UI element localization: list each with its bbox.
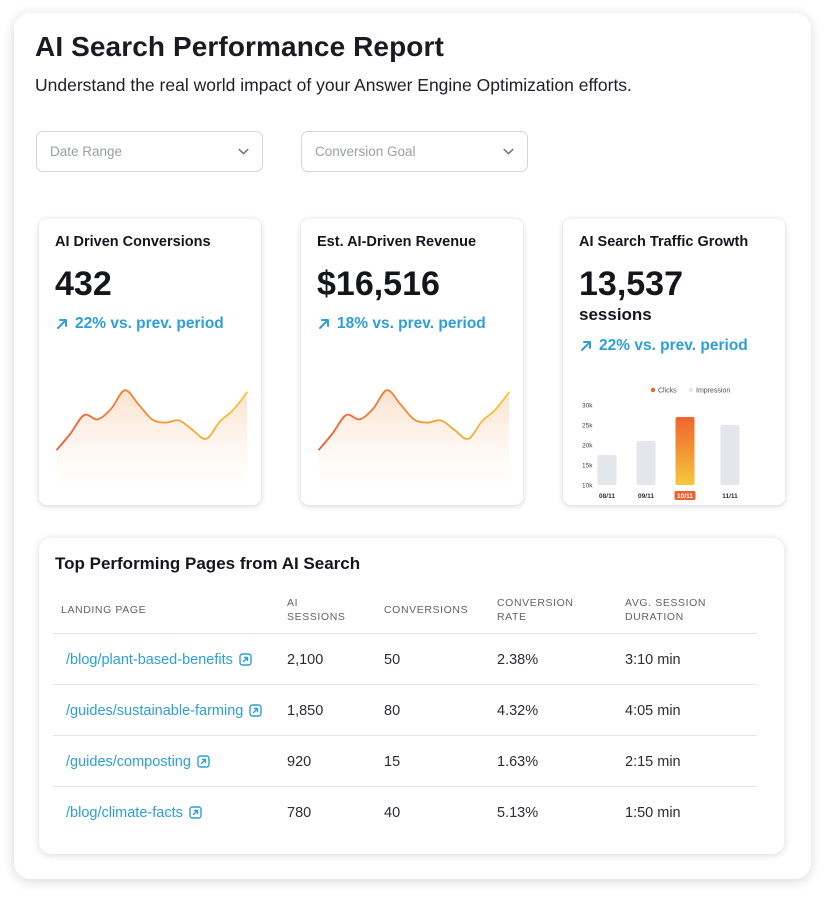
card-unit: sessions [579,305,652,324]
x-tick-label: 09/11 [638,493,654,500]
revenue-sparkline [318,389,510,489]
date-range-select[interactable]: Date Range [36,131,263,172]
column-header: AVG. SESSION DURATION [625,597,707,623]
cell-duration: 3:10 min [625,651,681,668]
x-tick-highlight [674,491,696,500]
cell-duration: 2:15 min [625,753,681,770]
card-value: 432 [55,265,112,303]
landing-page-text: /guides/composting [66,753,191,770]
column-header: AI SESSIONS [287,597,346,623]
legend-swatch [688,387,694,393]
y-tick-label: 20k [582,443,593,450]
page-title: AI Search Performance Report [35,31,444,62]
external-link-icon [239,653,252,666]
traffic-bar-chart: Clicks Impression 30k 25k 20k 15k 10k 08/11 09/1… [582,387,740,500]
cell-sessions: 2,100 [287,651,324,668]
cell-conversions: 40 [384,804,401,821]
traffic-growth-card: AI Search Traffic Growth 13,537 sessions… [563,219,785,505]
chart-legend: Clicks Impression [650,387,730,395]
bar-impression [720,425,740,485]
card-change: 22% vs. prev. period [55,315,224,333]
sparkline-line [56,389,248,451]
cell-duration: 1:50 min [625,804,681,821]
landing-page-link[interactable]: /guides/sustainable-farming [66,685,263,736]
cell-conversions: 80 [384,702,401,719]
landing-page-link[interactable]: /blog/climate-facts [66,787,202,838]
card-title: Est. AI-Driven Revenue [317,234,477,250]
y-tick-label: 15k [582,463,593,470]
x-tick-label: 08/11 [599,493,615,500]
legend-swatch [650,387,656,393]
arrow-up-right-icon [581,341,591,351]
arrow-up-right-icon [319,319,329,329]
card-title: AI Search Traffic Growth [579,234,749,250]
conversion-goal-select[interactable]: Conversion Goal [301,131,528,172]
external-link-icon [197,755,210,768]
bar-impression [636,441,656,485]
table-row: /blog/plant-based-benefits 2,100 50 2.38% 3:… [53,633,757,684]
legend-label: Clicks [658,388,677,395]
cell-sessions: 1,850 [287,702,324,719]
bar-impression [597,455,617,485]
column-header: CONVERSION RATE [497,597,574,623]
cell-conversions: 50 [384,651,401,668]
external-link-icon [189,806,202,819]
revenue-card: Est. AI-Driven Revenue $16,516 18% vs. p… [301,219,523,505]
card-title: AI Driven Conversions [55,234,211,250]
cell-rate: 5.13% [497,804,539,821]
sparkline-area [319,390,509,489]
sparkline-line [318,389,510,451]
card-change: 18% vs. prev. period [317,315,486,333]
chevron-down-icon [503,148,514,155]
column-header: LANDING PAGE [61,604,147,616]
external-link-icon [249,704,263,717]
cell-rate: 2.38% [497,651,539,668]
page-subtitle: Understand the real world impact of your… [35,75,632,95]
card-change-text: 22% vs. prev. period [599,337,748,354]
conversion-goal-placeholder: Conversion Goal [315,144,416,159]
landing-page-text: /guides/sustainable-farming [66,702,244,719]
column-header: CONVERSIONS [384,604,469,616]
date-range-placeholder: Date Range [50,144,123,159]
card-change-text: 18% vs. prev. period [337,315,486,332]
table-row: /guides/sustainable-farming 1,850 80 4.32% 4… [53,684,757,735]
cell-rate: 1.63% [497,753,539,770]
card-value: $16,516 [317,265,440,303]
card-value: 13,537 [579,265,683,303]
landing-page-text: /blog/climate-facts [66,804,183,821]
landing-page-text: /blog/plant-based-benefits [66,651,233,668]
landing-page-link[interactable]: /blog/plant-based-benefits [66,634,252,685]
cell-conversions: 15 [384,753,401,770]
cell-sessions: 780 [287,804,312,821]
arrow-up-right-icon [57,319,67,329]
cell-rate: 4.32% [497,702,539,719]
landing-page-link[interactable]: /guides/composting [66,736,210,787]
conversions-sparkline [56,389,248,489]
table-row: /guides/composting 920 15 1.63% 2:15 min [53,735,757,786]
y-tick-label: 25k [582,423,593,430]
bar-clicks [675,417,695,485]
chevron-down-icon [238,148,249,155]
card-change-text: 22% vs. prev. period [75,315,224,332]
conversions-card: AI Driven Conversions 432 22% vs. prev. … [39,219,261,505]
cell-duration: 4:05 min [625,702,681,719]
card-change: 22% vs. prev. period [579,337,748,355]
x-tick-label: 10/11 [677,493,693,500]
table-title: Top Performing Pages from AI Search [55,554,361,573]
report-panel: AI Search Performance Report Understand … [14,13,811,879]
x-tick-label: 11/11 [722,493,738,500]
table-row: /blog/climate-facts 780 40 5.13% 1:50 min [53,786,757,837]
cell-sessions: 920 [287,753,312,770]
legend-label: Impression [696,388,730,395]
y-tick-label: 30k [582,403,593,410]
sparkline-area [57,390,247,489]
top-pages-table: Top Performing Pages from AI Search LAND… [39,538,784,854]
y-tick-label: 10k [582,483,593,490]
